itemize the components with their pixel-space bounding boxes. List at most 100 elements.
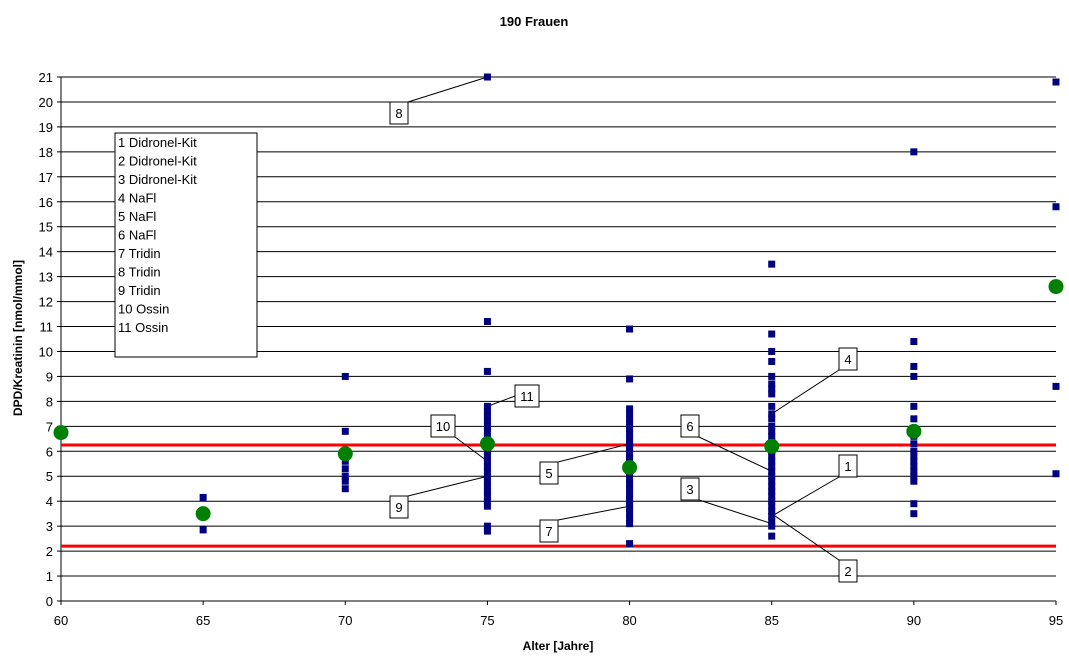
data-point — [768, 410, 776, 418]
data-point — [626, 490, 634, 498]
mean-point — [195, 506, 211, 522]
annotation-box — [680, 477, 700, 501]
legend-entry: 10 Ossin — [118, 302, 169, 317]
data-point — [768, 487, 776, 495]
data-point — [910, 462, 918, 470]
y-tick-label: 5 — [46, 469, 53, 484]
mean-point — [622, 460, 638, 476]
data-point — [910, 440, 918, 448]
legend-entry: 1 Didronel-Kit — [118, 135, 197, 150]
data-point — [626, 510, 634, 518]
y-tick-label: 12 — [39, 295, 53, 310]
x-tick-label: 60 — [54, 613, 68, 628]
data-point — [910, 148, 918, 156]
legend: 1 Didronel-Kit 2 Didronel-Kit 3 Didronel-K… — [114, 132, 258, 358]
data-point — [768, 380, 776, 388]
data-point — [768, 427, 776, 435]
legend-box — [114, 132, 258, 358]
data-point — [768, 357, 776, 365]
data-point — [1052, 470, 1060, 478]
annotation-label: 7 — [545, 524, 552, 539]
data-point — [483, 477, 491, 485]
data-point — [910, 337, 918, 345]
data-point — [768, 497, 776, 505]
y-tick-label: 8 — [46, 394, 53, 409]
y-axis-label: DPD/Kreatinin [nmol/mmol] — [11, 260, 25, 416]
data-point — [910, 457, 918, 465]
legend-entry: 3 Didronel-Kit — [118, 172, 197, 187]
data-point — [483, 467, 491, 475]
mean-point — [337, 446, 353, 462]
data-point — [483, 427, 491, 435]
legend-entry: 11 Ossin — [118, 320, 168, 335]
data-point — [910, 362, 918, 370]
data-point — [341, 465, 349, 473]
data-point — [910, 467, 918, 475]
x-tick-label: 75 — [480, 613, 494, 628]
y-tick-label: 2 — [46, 544, 53, 559]
annotation-leader-line — [771, 369, 840, 415]
y-tick-label: 21 — [39, 70, 53, 85]
reference-lines — [61, 443, 1056, 548]
annotation-label: 10 — [436, 419, 450, 434]
chart-title: 190 Frauen — [500, 14, 569, 29]
data-point — [1052, 382, 1060, 390]
data-point — [910, 402, 918, 410]
data-point — [768, 507, 776, 515]
data-point — [626, 410, 634, 418]
data-point — [626, 455, 634, 463]
data-point — [483, 412, 491, 420]
data-point — [483, 462, 491, 470]
data-point — [483, 487, 491, 495]
legend-entry: 7 Tridin — [118, 246, 161, 261]
data-point — [483, 527, 491, 535]
data-point — [483, 417, 491, 425]
data-point — [768, 532, 776, 540]
legend-entry: 5 NaFl — [118, 209, 156, 224]
mean-point — [479, 436, 495, 452]
data-point — [626, 415, 634, 423]
annotation-label: 3 — [686, 482, 693, 497]
y-tick-label: 13 — [39, 270, 53, 285]
data-point — [626, 475, 634, 483]
annotation-leader-line — [407, 76, 488, 103]
data-point — [341, 427, 349, 435]
data-point — [483, 402, 491, 410]
data-point — [768, 517, 776, 525]
data-point — [1052, 78, 1060, 86]
data-point — [768, 385, 776, 393]
data-point — [910, 452, 918, 460]
y-tick-label: 18 — [39, 145, 53, 160]
legend-entry: 2 Didronel-Kit — [118, 154, 197, 169]
annotation-label: 1 — [844, 459, 851, 474]
annotation-leader-line — [557, 443, 630, 463]
data-point — [768, 502, 776, 510]
data-point — [341, 485, 349, 493]
data-point — [768, 467, 776, 475]
annotation-leader-line — [771, 513, 840, 561]
data-point — [483, 497, 491, 505]
annotation-box — [838, 347, 858, 371]
y-tick-label: 9 — [46, 369, 53, 384]
data-point — [768, 472, 776, 480]
data-point — [626, 540, 634, 548]
data-point — [626, 480, 634, 488]
y-tick-label: 14 — [39, 245, 53, 260]
annotation-leader-line — [407, 475, 488, 497]
data-point — [768, 390, 776, 398]
data-point — [626, 430, 634, 438]
data-point — [483, 492, 491, 500]
x-tick-label: 80 — [622, 613, 636, 628]
data-point — [768, 477, 776, 485]
data-point — [341, 472, 349, 480]
data-point — [910, 415, 918, 423]
data-point — [626, 435, 634, 443]
data-point — [768, 402, 776, 410]
y-tick-label: 1 — [46, 569, 53, 584]
annotation-leader-line — [454, 436, 488, 462]
annotations: 8 11 10 9 5 7 6 4 3 1 2 — [389, 76, 858, 583]
data-point — [910, 500, 918, 508]
legend-entry: 9 Tridin — [118, 283, 161, 298]
x-tick-label: 95 — [1049, 613, 1063, 628]
